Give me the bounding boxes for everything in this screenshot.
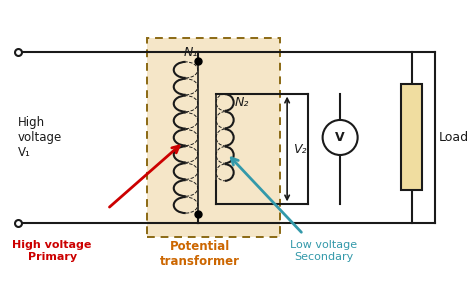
Text: Potential
transformer: Potential transformer <box>160 240 239 268</box>
Text: N₂: N₂ <box>235 96 249 109</box>
FancyBboxPatch shape <box>146 38 280 237</box>
Text: Load: Load <box>439 131 469 144</box>
Text: V: V <box>335 131 345 144</box>
Text: High
voltage
V₁: High voltage V₁ <box>18 116 62 159</box>
Text: High voltage
Primary: High voltage Primary <box>12 240 92 262</box>
Text: Low voltage
Secondary: Low voltage Secondary <box>291 240 357 262</box>
Text: V₂: V₂ <box>292 142 306 156</box>
Circle shape <box>323 120 358 155</box>
FancyBboxPatch shape <box>401 84 422 190</box>
Text: N₁: N₁ <box>183 46 198 59</box>
